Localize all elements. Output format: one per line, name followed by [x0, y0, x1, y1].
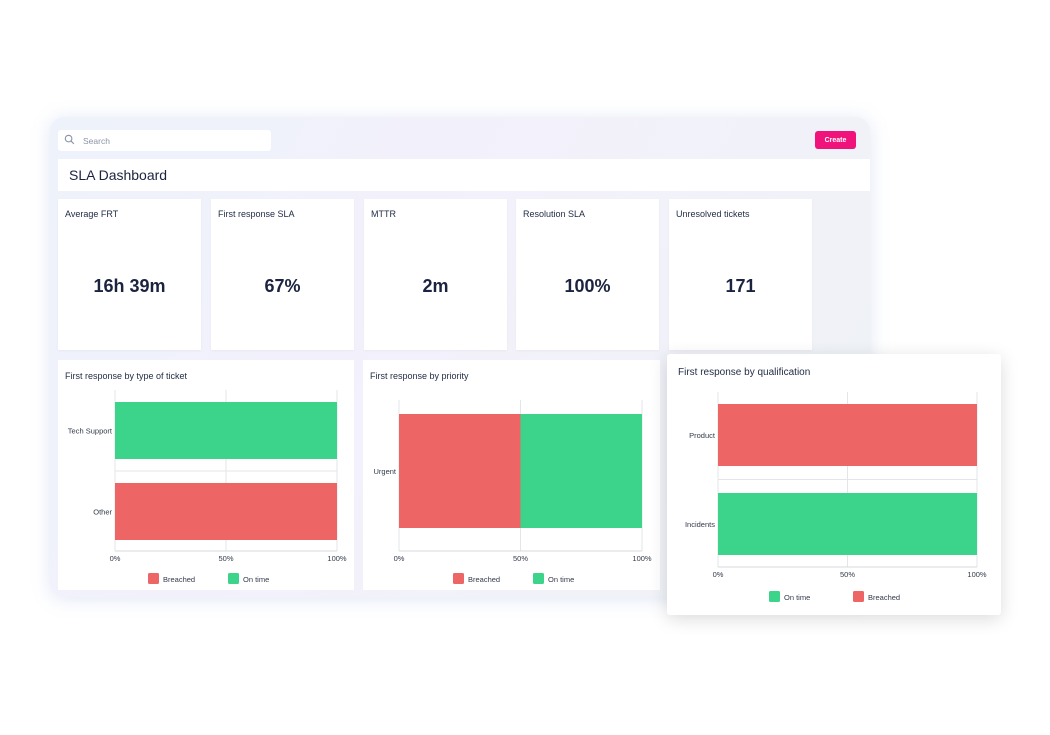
search-placeholder: Search [83, 135, 110, 146]
tick-label: 50% [218, 554, 233, 563]
kpi-label: Resolution SLA [523, 209, 586, 219]
bar-urgent-breached[interactable] [399, 414, 521, 528]
category-label: Urgent [373, 467, 396, 476]
category-label: Incidents [685, 520, 715, 529]
chart-title: First response by priority [370, 371, 469, 381]
legend-item-breached[interactable]: Breached [453, 573, 500, 584]
tick-label: 100% [632, 554, 652, 563]
chart-card-qualification[interactable]: First response by qualification Product I… [667, 354, 1001, 615]
legend-swatch [853, 591, 864, 602]
legend-swatch [228, 573, 239, 584]
kpi-label: MTTR [371, 209, 396, 219]
legend-label: Breached [468, 575, 500, 584]
bar-incidents-on-time[interactable] [718, 493, 977, 555]
legend-item-on-time[interactable]: On time [533, 573, 574, 584]
tick-label: 50% [513, 554, 528, 563]
tick-label: 0% [394, 554, 405, 563]
chart-card-priority[interactable]: First response by priority Urgent 0% 50% 10… [363, 360, 660, 590]
legend-item-on-time[interactable]: On time [228, 573, 269, 584]
kpi-card-resolution-sla[interactable]: Resolution SLA 100% [516, 199, 659, 350]
legend-item-on-time[interactable]: On time [769, 591, 810, 602]
search-icon [64, 134, 75, 147]
bar-tech-support-on-time[interactable] [115, 402, 337, 459]
kpi-card-first-response-sla[interactable]: First response SLA 67% [211, 199, 354, 350]
category-label: Other [93, 508, 112, 517]
search-input[interactable]: Search [58, 130, 271, 151]
chart-qualification: Product Incidents 0% 50% 100% On time Breached [685, 392, 987, 602]
bar-urgent-on-time[interactable] [520, 414, 643, 528]
legend-swatch [453, 573, 464, 584]
legend-swatch [533, 573, 544, 584]
legend-item-breached[interactable]: Breached [853, 591, 900, 602]
kpi-value: 100% [564, 276, 611, 296]
legend-label: Breached [163, 575, 195, 584]
page-title-bar: SLA Dashboard [58, 159, 870, 191]
chart-ticket-type: Tech Support Other 0% 50% 100% Breached On tim… [68, 390, 347, 584]
create-button[interactable]: Create [815, 131, 856, 149]
kpi-value: 67% [264, 276, 301, 296]
kpi-label: First response SLA [218, 209, 295, 219]
tick-label: 0% [713, 570, 724, 579]
bar-other-breached[interactable] [115, 483, 337, 540]
chart-title: First response by qualification [678, 367, 811, 378]
tick-label: 100% [327, 554, 347, 563]
legend-swatch [148, 573, 159, 584]
kpi-card-unresolved-tickets[interactable]: Unresolved tickets 171 [669, 199, 812, 350]
kpi-label: Unresolved tickets [676, 209, 750, 219]
kpi-label: Average FRT [65, 209, 119, 219]
kpi-value: 16h 39m [93, 276, 166, 296]
legend-label: On time [548, 575, 574, 584]
tick-label: 50% [840, 570, 855, 579]
legend-swatch [769, 591, 780, 602]
chart-card-ticket-type[interactable]: First response by type of ticket Tech Su… [58, 360, 354, 590]
legend-label: Breached [868, 593, 900, 602]
legend-item-breached[interactable]: Breached [148, 573, 195, 584]
legend-label: On time [243, 575, 269, 584]
tick-label: 0% [110, 554, 121, 563]
bar-product-breached[interactable] [718, 404, 977, 466]
tick-label: 100% [967, 570, 987, 579]
category-label: Product [689, 431, 716, 440]
kpi-value: 2m [422, 276, 449, 296]
page-title: SLA Dashboard [69, 167, 168, 183]
kpi-card-average-frt[interactable]: Average FRT 16h 39m [58, 199, 201, 350]
category-label: Tech Support [68, 427, 113, 436]
chart-priority: Urgent 0% 50% 100% Breached On time [373, 400, 652, 584]
chart-title: First response by type of ticket [65, 371, 188, 381]
kpi-value: 171 [725, 276, 756, 296]
legend-label: On time [784, 593, 810, 602]
kpi-card-mttr[interactable]: MTTR 2m [364, 199, 507, 350]
